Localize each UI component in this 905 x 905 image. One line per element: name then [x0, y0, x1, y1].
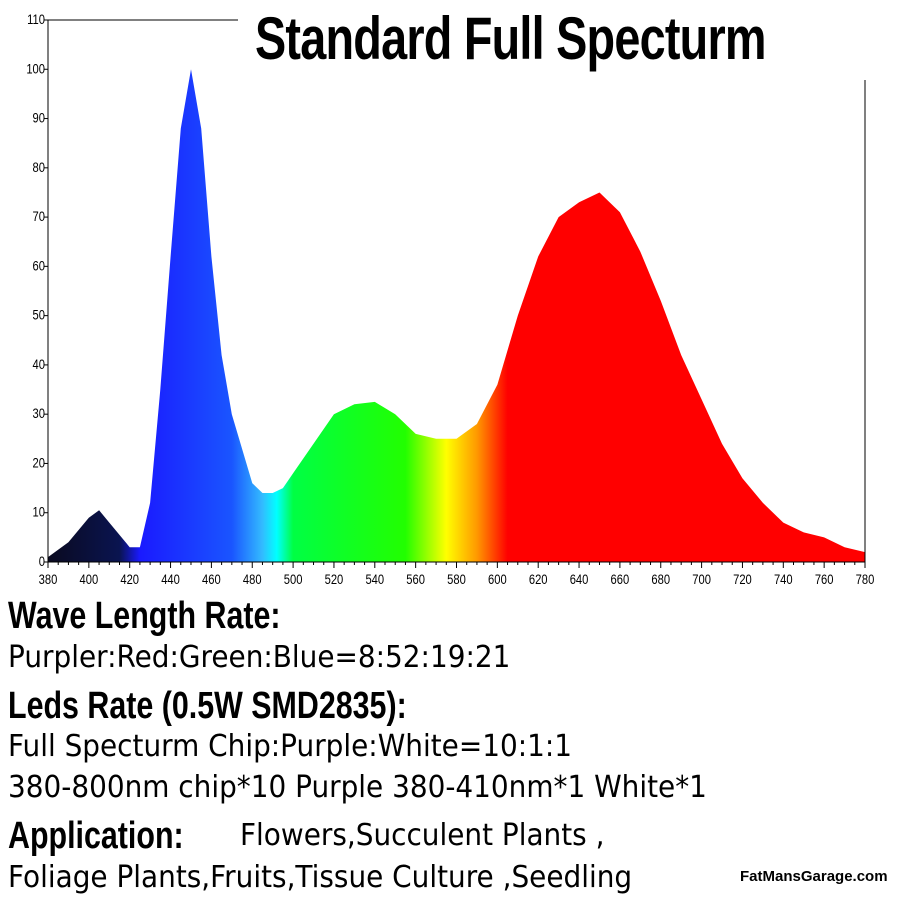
- wave-length-ratio: Purpler:Red:Green:Blue=8:52:19:21: [8, 640, 511, 675]
- application-heading: Application:: [8, 815, 184, 857]
- x-tick-label: 600: [488, 572, 507, 587]
- x-tick-label: 580: [447, 572, 466, 587]
- application-line-2: Foliage Plants,Fruits,Tissue Culture ,Se…: [8, 860, 633, 895]
- x-tick-label: 660: [611, 572, 630, 587]
- x-tick-label: 480: [243, 572, 262, 587]
- spectrum-area: [48, 69, 865, 563]
- spectrum-chart: 0 10 20 30 40 50 60 70 80 90 100 110 380 400 420 440 460…: [26, 12, 875, 587]
- y-tick-label: 0: [39, 554, 45, 569]
- x-tick-label: 780: [856, 572, 875, 587]
- x-tick-label: 460: [202, 572, 221, 587]
- wave-length-heading: Wave Length Rate:: [8, 595, 281, 637]
- leds-rate-ratio: Full Specturm Chip:Purple:White=10:1:1: [8, 729, 573, 764]
- x-tick-label: 560: [406, 572, 425, 587]
- x-tick-label: 440: [161, 572, 180, 587]
- y-tick-label: 40: [33, 357, 45, 372]
- x-tick-label: 540: [365, 572, 384, 587]
- y-tick-label: 90: [33, 110, 45, 125]
- watermark: FatMansGarage.com: [740, 868, 888, 885]
- x-tick-label: 740: [774, 572, 793, 587]
- y-tick-label: 100: [26, 61, 45, 76]
- x-tick-label: 640: [570, 572, 589, 587]
- y-tick-label: 10: [33, 505, 45, 520]
- y-tick-label: 70: [33, 209, 45, 224]
- x-tick-label: 500: [284, 572, 303, 587]
- y-tick-label: 80: [33, 160, 45, 175]
- y-tick-label: 20: [33, 455, 45, 470]
- x-tick-label: 700: [692, 572, 711, 587]
- leds-rate-heading: Leds Rate (0.5W SMD2835):: [8, 685, 407, 727]
- leds-rate-detail: 380-800nm chip*10 Purple 380-410nm*1 Whi…: [8, 770, 707, 805]
- chart-title: Standard Full Specturm: [255, 5, 766, 72]
- x-tick-label: 720: [733, 572, 752, 587]
- x-tick-label: 620: [529, 572, 548, 587]
- y-tick-label: 110: [27, 12, 45, 27]
- y-tick-label: 60: [33, 258, 45, 273]
- application-line-1: Flowers,Succulent Plants ,: [240, 818, 605, 853]
- x-tick-label: 760: [815, 572, 834, 587]
- x-tick-label: 680: [651, 572, 670, 587]
- x-tick-label: 520: [325, 572, 344, 587]
- y-tick-label: 50: [33, 307, 45, 322]
- x-tick-label: 380: [39, 572, 58, 587]
- x-tick-label: 400: [80, 572, 99, 587]
- y-tick-label: 30: [33, 406, 45, 421]
- x-tick-label: 420: [120, 572, 139, 587]
